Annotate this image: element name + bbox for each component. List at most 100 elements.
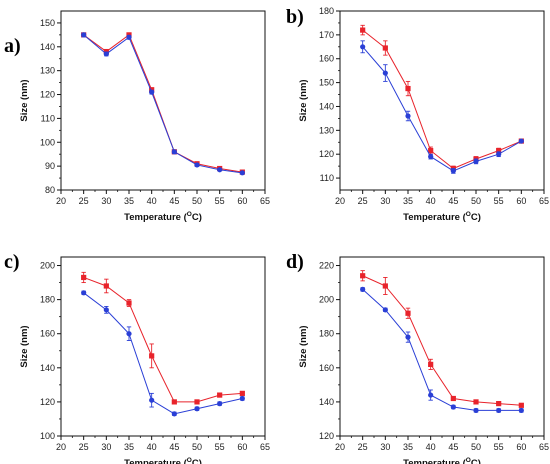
series-line-blue	[83, 292, 243, 415]
data-point-square	[149, 353, 155, 359]
x-tick-label: 20	[56, 196, 66, 206]
data-point-circle	[428, 153, 434, 160]
y-tick-label: 110	[320, 173, 334, 183]
x-tick-label: 40	[147, 442, 157, 452]
x-tick-label: 35	[403, 442, 413, 452]
chart-panel-4: d) 20 25 30 35 40 45 50 55 60 65 120 140 160 180 200 220…	[286, 251, 549, 464]
x-tick-label: 35	[124, 442, 134, 452]
data-point-square	[217, 392, 223, 398]
data-point-square	[194, 399, 200, 405]
y-tick-label: 180	[319, 329, 334, 339]
x-axis-title: Temperature (OC)	[124, 457, 202, 464]
x-tick-label: 40	[147, 196, 157, 206]
plot-frame	[60, 10, 266, 191]
y-tick-label: 170	[319, 30, 334, 40]
data-point-square	[103, 283, 109, 289]
x-tick-label: 30	[380, 442, 390, 452]
data-point-square	[239, 390, 245, 396]
data-point-circle	[496, 151, 502, 157]
x-tick-label: 40	[426, 196, 436, 206]
data-point-square	[382, 45, 388, 51]
data-point-circle	[518, 138, 524, 144]
data-point-square	[473, 399, 479, 405]
x-tick-label: 65	[260, 196, 270, 206]
data-point-square	[405, 310, 411, 316]
data-point-square	[496, 401, 502, 407]
series-line-red	[83, 276, 243, 403]
x-axis-title-degree: O	[466, 211, 471, 218]
data-point-circle	[171, 411, 177, 417]
data-point-circle	[217, 401, 223, 407]
x-tick-label: 50	[471, 196, 481, 206]
chart-panel-1: a) 20 25 30 35 40 45 50 55 60 65 80 90 100 110 120 130 14…	[4, 10, 270, 223]
x-tick-label: 35	[403, 196, 413, 206]
x-tick-label: 65	[260, 442, 270, 452]
x-tick-label: 60	[516, 442, 526, 452]
data-point-circle	[405, 113, 411, 119]
y-tick-label: 120	[319, 149, 334, 159]
series-blue	[81, 290, 245, 417]
data-point-square	[382, 283, 388, 289]
data-point-circle	[496, 407, 502, 414]
x-tick-label: 30	[101, 196, 111, 206]
y-tick-label: 140	[40, 363, 55, 373]
y-tick-label: 110	[41, 113, 55, 123]
data-point-square	[360, 273, 366, 279]
y-tick-label: 120	[319, 431, 334, 441]
data-point-circle	[81, 290, 87, 296]
y-tick-label: 130	[319, 125, 334, 135]
data-point-circle	[360, 286, 366, 292]
panel-label: d)	[286, 251, 304, 273]
data-point-circle	[473, 158, 479, 164]
x-axis-title-unit: C)	[192, 212, 202, 223]
x-tick-label: 20	[335, 196, 345, 206]
y-tick-label: 150	[40, 18, 55, 28]
x-tick-label: 55	[215, 442, 225, 452]
data-point-circle	[382, 70, 388, 76]
x-tick-label: 25	[358, 196, 368, 206]
series-blue	[360, 286, 524, 414]
y-tick-label: 180	[40, 295, 55, 305]
x-tick-label: 30	[101, 442, 111, 452]
y-axis-title: Size (nm)	[298, 325, 309, 367]
y-tick-label: 100	[40, 137, 55, 147]
y-tick-label: 140	[319, 101, 334, 111]
plot-frame	[339, 10, 545, 191]
x-axis-title-main: Temperature (	[403, 212, 466, 223]
x-tick-label: 50	[192, 196, 202, 206]
data-point-circle	[450, 168, 456, 174]
x-tick-label: 40	[426, 442, 436, 452]
data-point-circle	[81, 32, 87, 38]
x-tick-label: 60	[237, 196, 247, 206]
x-axis-title: Temperature (OC)	[403, 211, 481, 223]
x-tick-label: 45	[169, 442, 179, 452]
y-tick-label: 90	[45, 161, 55, 171]
chart-panel-3: c) 20 25 30 35 40 45 50 55 60 65 100 120 140 160 180 200…	[4, 251, 270, 464]
data-point-square	[126, 300, 132, 306]
y-tick-label: 120	[40, 90, 55, 100]
series-line-blue	[362, 289, 522, 411]
x-tick-label: 65	[539, 196, 549, 206]
data-point-circle	[360, 44, 366, 50]
chart-panel-2: b) 20 25 30 35 40 45 50 55 60 65 110 120 130 140 150 160…	[286, 6, 549, 223]
data-point-circle	[382, 307, 388, 313]
x-axis-title: Temperature (OC)	[403, 457, 481, 464]
x-tick-label: 20	[335, 442, 345, 452]
y-tick-label: 130	[40, 66, 55, 76]
series-line-blue	[362, 46, 522, 172]
series-red	[360, 24, 524, 172]
data-point-square	[171, 399, 177, 405]
x-tick-label: 55	[494, 442, 504, 452]
data-point-square	[450, 395, 456, 402]
data-point-square	[405, 85, 411, 92]
panel-label: c)	[4, 251, 20, 273]
data-point-square	[81, 274, 87, 281]
series-red	[81, 271, 245, 405]
x-tick-label: 50	[471, 442, 481, 452]
x-tick-label: 45	[448, 442, 458, 452]
y-axis-title: Size (nm)	[19, 79, 30, 121]
data-point-circle	[239, 395, 245, 402]
data-point-square	[518, 402, 524, 408]
data-point-circle	[217, 167, 223, 173]
data-point-circle	[103, 51, 109, 57]
